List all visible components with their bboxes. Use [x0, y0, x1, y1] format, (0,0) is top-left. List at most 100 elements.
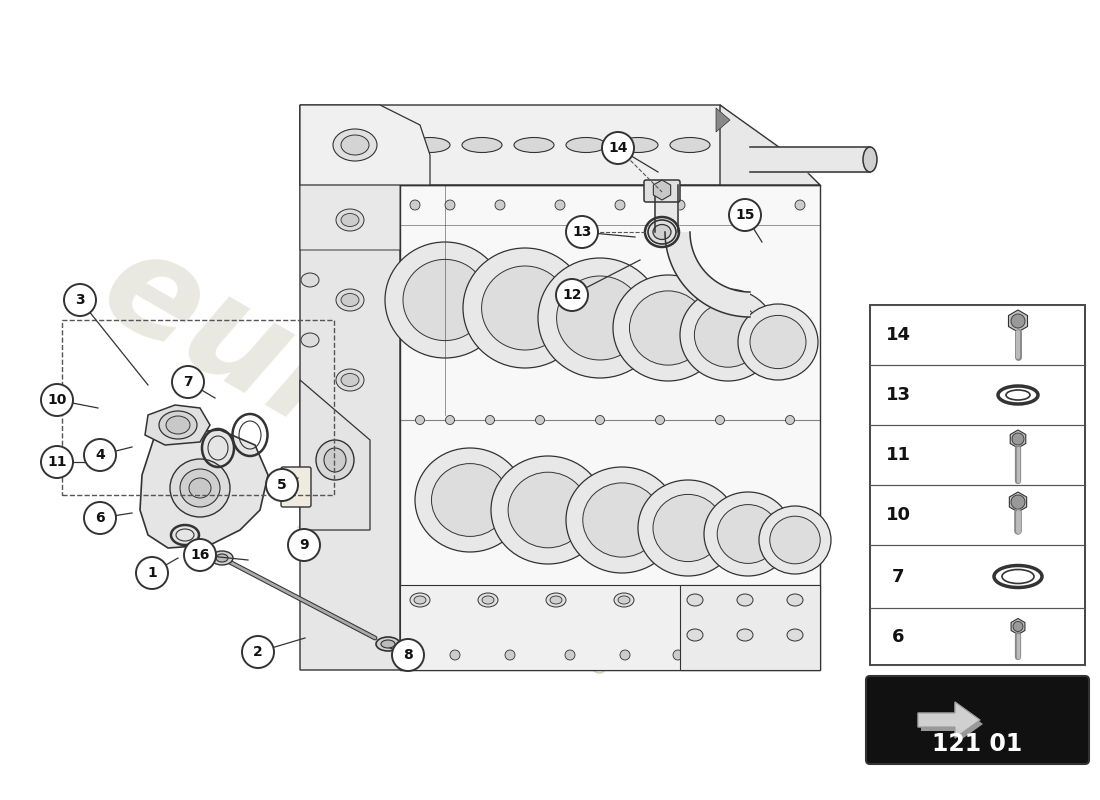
Ellipse shape: [629, 291, 706, 365]
Circle shape: [602, 132, 634, 164]
Circle shape: [446, 415, 454, 425]
Ellipse shape: [786, 594, 803, 606]
Text: 121 01: 121 01: [933, 732, 1023, 756]
Text: 15: 15: [735, 208, 755, 222]
Circle shape: [1011, 495, 1025, 509]
Ellipse shape: [491, 456, 605, 564]
Circle shape: [536, 415, 544, 425]
Circle shape: [495, 200, 505, 210]
Polygon shape: [680, 585, 820, 670]
Ellipse shape: [688, 594, 703, 606]
Ellipse shape: [415, 448, 525, 552]
Ellipse shape: [301, 453, 319, 467]
Polygon shape: [716, 108, 730, 132]
Text: 2: 2: [253, 645, 263, 659]
Circle shape: [84, 439, 116, 471]
Circle shape: [725, 650, 735, 660]
Ellipse shape: [618, 138, 658, 153]
Ellipse shape: [189, 478, 211, 498]
Polygon shape: [300, 105, 430, 185]
Circle shape: [416, 415, 425, 425]
Ellipse shape: [508, 472, 587, 548]
Text: europ: europ: [78, 218, 541, 562]
Text: 13: 13: [886, 386, 911, 404]
Ellipse shape: [403, 259, 487, 341]
Text: 4: 4: [95, 448, 104, 462]
Circle shape: [556, 279, 588, 311]
Ellipse shape: [431, 464, 508, 536]
Circle shape: [41, 446, 73, 478]
Polygon shape: [400, 585, 820, 670]
Polygon shape: [666, 232, 750, 317]
Polygon shape: [720, 105, 820, 185]
Polygon shape: [300, 105, 400, 250]
Circle shape: [673, 650, 683, 660]
Ellipse shape: [336, 369, 364, 391]
Polygon shape: [300, 105, 400, 670]
Circle shape: [715, 415, 725, 425]
Circle shape: [735, 200, 745, 210]
Polygon shape: [400, 185, 820, 670]
Ellipse shape: [754, 596, 766, 604]
Text: artes: artes: [310, 320, 729, 640]
Ellipse shape: [514, 138, 554, 153]
Ellipse shape: [341, 294, 359, 306]
Ellipse shape: [341, 135, 368, 155]
Ellipse shape: [333, 129, 377, 161]
Ellipse shape: [557, 276, 644, 360]
Polygon shape: [1011, 618, 1025, 634]
Polygon shape: [140, 430, 268, 548]
Ellipse shape: [316, 440, 354, 480]
Text: 3: 3: [75, 293, 85, 307]
Ellipse shape: [546, 593, 566, 607]
Ellipse shape: [566, 467, 678, 573]
Ellipse shape: [704, 492, 792, 576]
Ellipse shape: [300, 534, 309, 542]
Ellipse shape: [376, 637, 400, 651]
Ellipse shape: [211, 551, 233, 565]
Ellipse shape: [550, 596, 562, 604]
Ellipse shape: [166, 416, 190, 434]
Ellipse shape: [1006, 390, 1030, 400]
Ellipse shape: [216, 554, 228, 562]
Circle shape: [288, 529, 320, 561]
Circle shape: [656, 415, 664, 425]
Ellipse shape: [336, 209, 364, 231]
Circle shape: [446, 200, 455, 210]
Ellipse shape: [462, 138, 502, 153]
Text: 11: 11: [886, 446, 911, 464]
Ellipse shape: [1002, 570, 1034, 583]
Ellipse shape: [410, 593, 430, 607]
FancyBboxPatch shape: [644, 180, 680, 202]
Circle shape: [450, 650, 460, 660]
Circle shape: [556, 200, 565, 210]
Polygon shape: [145, 405, 210, 445]
Ellipse shape: [410, 138, 450, 153]
Circle shape: [266, 469, 298, 501]
Ellipse shape: [414, 596, 426, 604]
Text: 6: 6: [96, 511, 104, 525]
Circle shape: [595, 415, 605, 425]
Ellipse shape: [686, 596, 698, 604]
Circle shape: [785, 415, 794, 425]
Ellipse shape: [750, 593, 770, 607]
FancyBboxPatch shape: [870, 305, 1085, 665]
Ellipse shape: [618, 596, 630, 604]
Ellipse shape: [653, 225, 671, 239]
Ellipse shape: [381, 640, 395, 648]
Circle shape: [41, 384, 73, 416]
Text: 14: 14: [608, 141, 628, 155]
Polygon shape: [300, 105, 820, 185]
Circle shape: [615, 200, 625, 210]
Circle shape: [729, 199, 761, 231]
Ellipse shape: [478, 593, 498, 607]
Circle shape: [485, 415, 495, 425]
Circle shape: [84, 502, 116, 534]
Circle shape: [795, 200, 805, 210]
FancyBboxPatch shape: [866, 676, 1089, 764]
Circle shape: [392, 639, 424, 671]
Polygon shape: [921, 706, 983, 742]
Ellipse shape: [170, 459, 230, 517]
Ellipse shape: [300, 540, 310, 550]
Ellipse shape: [770, 516, 821, 564]
